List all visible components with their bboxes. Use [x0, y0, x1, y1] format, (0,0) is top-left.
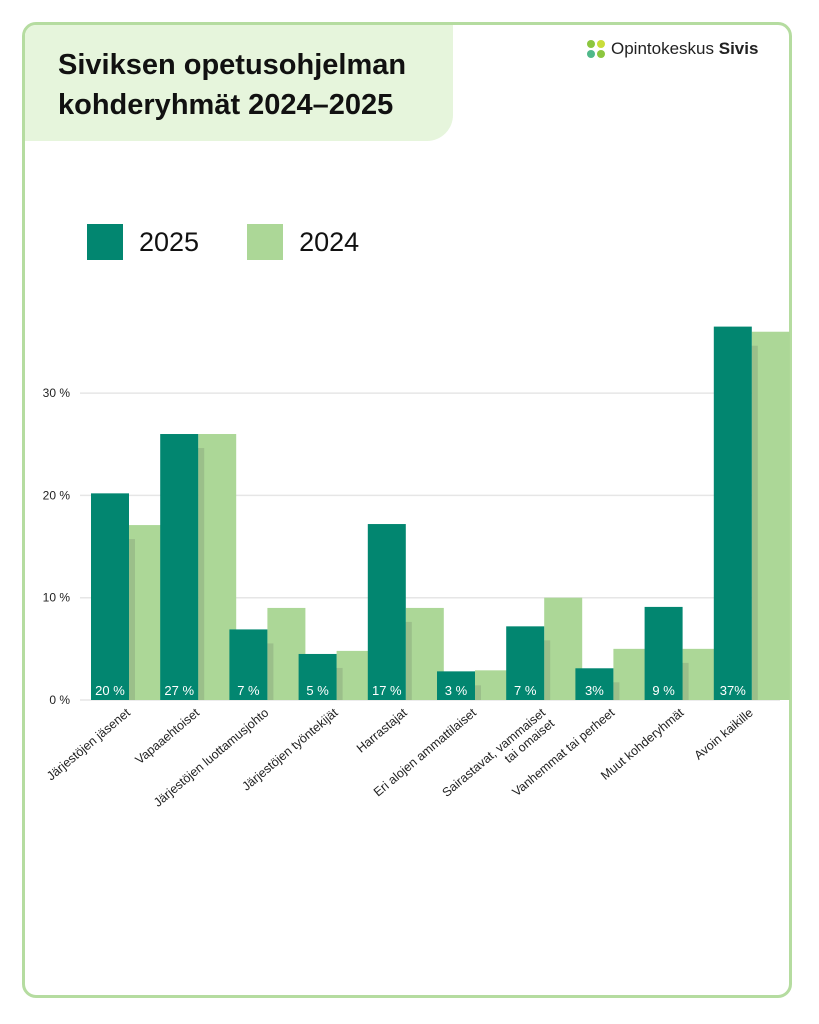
bar-shadow	[267, 643, 274, 700]
x-category-label: Järjestöjen jäsenet	[44, 705, 133, 783]
bar-2025	[437, 671, 475, 700]
bar-2025	[644, 606, 683, 700]
bar-2025	[713, 326, 752, 700]
bar-2025	[506, 626, 545, 700]
legend-swatch-2024	[247, 224, 284, 260]
bar-2025	[367, 524, 406, 700]
data-label: 20 %	[95, 683, 125, 698]
title-line-2: kohderyhmät 2024–2025	[58, 89, 394, 121]
bar-shadow	[129, 539, 135, 700]
bar-shadow	[405, 621, 412, 700]
x-category-label: Vapaaehtoiset	[133, 705, 203, 767]
legend-label: 2024	[299, 226, 360, 257]
title-box: Siviksen opetusohjelman kohderyhmät 2024–…	[25, 25, 453, 141]
x-category-label: Harrastajat	[354, 705, 410, 755]
legend-swatch-2025	[87, 224, 123, 260]
y-tick-label: 20 %	[43, 488, 71, 502]
data-label: 17 %	[372, 683, 402, 698]
x-category-label: Järjestöjen luottamusjohto	[151, 706, 271, 810]
data-label: 5 %	[306, 683, 329, 698]
bar-shadow	[682, 662, 689, 700]
bar-shadow	[198, 448, 205, 700]
bar-shadow	[336, 667, 343, 700]
y-tick-label: 30 %	[43, 386, 71, 400]
sivis-logo-icon	[587, 40, 605, 58]
bar-2025	[229, 629, 268, 700]
bar-2025	[160, 434, 199, 700]
bar-2025	[575, 668, 614, 700]
data-label: 9 %	[652, 683, 675, 698]
bar-2025	[298, 653, 337, 700]
legend-item-2025: 2025	[87, 224, 199, 260]
y-tick-label: 10 %	[43, 591, 71, 605]
data-label: 7 %	[514, 683, 537, 698]
logo-text: Opintokeskus Sivis	[611, 39, 759, 58]
data-label: 3 %	[445, 683, 468, 698]
data-label: 3%	[585, 683, 604, 698]
bar-shadow	[475, 685, 481, 700]
y-tick-label: 0 %	[49, 693, 70, 707]
chart-title: Siviksen opetusohjelman kohderyhmät 2024–…	[58, 45, 406, 125]
logo: Opintokeskus Sivis	[585, 38, 758, 60]
x-category-label: Avoin kaikille	[692, 706, 756, 763]
chart-card: Siviksen opetusohjelman kohderyhmät 2024–…	[22, 22, 792, 998]
bar-shadow	[751, 345, 758, 700]
data-label: 37%	[720, 683, 746, 698]
data-label: 7 %	[237, 683, 260, 698]
bar-shadow	[613, 682, 620, 700]
bar-2025	[91, 493, 129, 700]
legend-label: 2025	[139, 226, 200, 257]
bar-2024	[751, 331, 790, 700]
legend-item-2024: 2024	[247, 224, 359, 260]
bar-shadow	[544, 640, 551, 700]
title-line-1: Siviksen opetusohjelman	[58, 49, 407, 81]
data-label: 27 %	[164, 683, 194, 698]
legend: 2025 2024	[87, 224, 359, 260]
